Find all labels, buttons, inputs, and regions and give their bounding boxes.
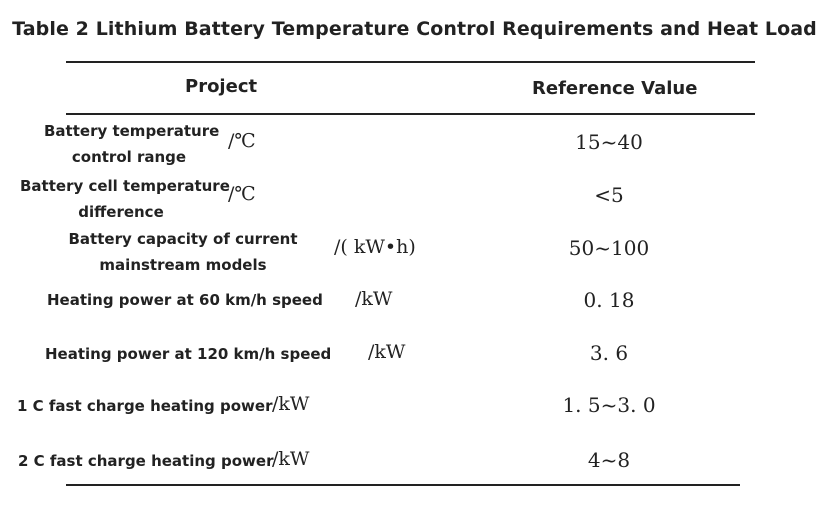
row-unit: /℃ — [228, 130, 256, 152]
row-label: Battery capacity of current mainstream m… — [68, 226, 298, 278]
row-value: 3. 6 — [589, 341, 629, 365]
row-value: <5 — [594, 183, 624, 207]
row-unit: /℃ — [228, 183, 256, 205]
row-value: 15~40 — [575, 130, 643, 154]
row-value: 1. 5~3. 0 — [562, 393, 656, 417]
row-label-line1: Battery cell temperature — [20, 177, 230, 195]
table-title: Table 2 Lithium Battery Temperature Cont… — [12, 18, 817, 40]
row-unit: /kW — [272, 448, 310, 470]
row-unit: /kW — [355, 288, 393, 310]
table-bottom-rule — [66, 484, 740, 486]
row-unit: /kW — [272, 393, 310, 415]
row-label: Battery temperature control range — [44, 118, 220, 170]
row-label-line2: mainstream models — [99, 256, 267, 274]
row-value: 4~8 — [587, 448, 631, 472]
row-label-line1: Battery temperature — [44, 122, 220, 140]
row-label: 1 C fast charge heating power — [17, 397, 273, 415]
table-top-rule — [66, 61, 755, 63]
row-label: Heating power at 120 km/h speed — [45, 345, 332, 363]
row-unit: /( kW•h) — [334, 236, 416, 258]
row-value: 50~100 — [568, 236, 650, 260]
row-label-line2: difference — [78, 203, 164, 221]
row-label-line2: control range — [71, 148, 187, 166]
header-reference-value: Reference Value — [532, 78, 698, 99]
table-header-rule — [66, 113, 755, 115]
row-label: Heating power at 60 km/h speed — [47, 291, 323, 309]
header-project: Project — [185, 76, 258, 97]
row-unit: /kW — [368, 341, 406, 363]
row-label-line1: Battery capacity of current — [68, 230, 298, 248]
row-value: 0. 18 — [583, 288, 635, 312]
row-label: 2 C fast charge heating power — [18, 452, 274, 470]
row-label: Battery cell temperature difference — [20, 173, 230, 225]
